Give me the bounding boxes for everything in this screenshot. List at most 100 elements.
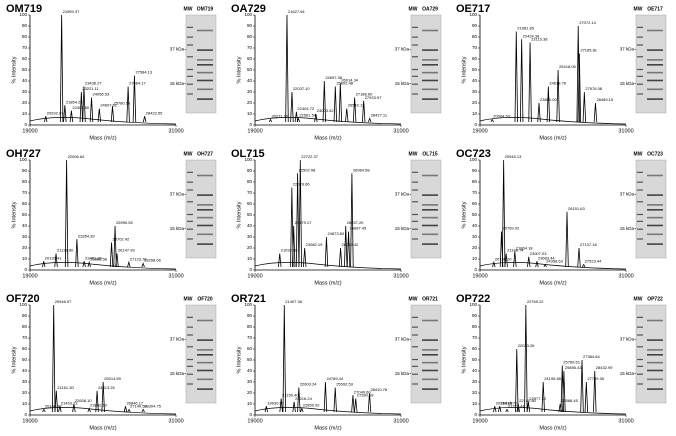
- gel-marker-label: 37 kDa: [395, 336, 410, 341]
- peak: [82, 261, 86, 268]
- y-tick-label: 30: [22, 234, 28, 239]
- peak: [51, 304, 56, 413]
- peak: [113, 225, 117, 268]
- y-tick-label: 50: [247, 212, 253, 217]
- peak: [132, 75, 137, 123]
- gel-band: [422, 79, 438, 82]
- y-tick-label: 40: [247, 223, 253, 228]
- y-tick-label: 40: [472, 78, 478, 83]
- peak-label: 21981.85: [517, 26, 534, 31]
- peak-label: 23866.58: [90, 256, 107, 261]
- gel-marker-label: 37 kDa: [620, 46, 635, 51]
- y-tick-label: 0: [24, 267, 27, 272]
- peak: [345, 108, 349, 123]
- y-tick-label: 90: [22, 168, 28, 173]
- gel-band: [422, 319, 438, 322]
- gel-band: [187, 189, 193, 191]
- y-tick-label: 20: [22, 100, 28, 105]
- gel-sample: OE717: [647, 6, 663, 12]
- peak-label: 20130.41: [45, 255, 62, 260]
- gel-band: [422, 369, 438, 372]
- y-tick-label: 10: [247, 256, 253, 261]
- y-tick-label: 100: [19, 302, 27, 307]
- gel-band: [637, 326, 643, 328]
- y-tick-label: 40: [22, 223, 28, 228]
- peak-label: 22854.39: [78, 233, 95, 238]
- peak: [54, 390, 58, 413]
- gel-band: [422, 361, 438, 364]
- peak: [297, 387, 301, 413]
- peak: [79, 91, 84, 123]
- peak-label: 22029.66: [293, 182, 310, 187]
- gel-band: [187, 26, 193, 28]
- y-tick-label: 60: [472, 346, 478, 351]
- peak-label: 20292.07: [47, 110, 64, 115]
- y-tick-label: 70: [472, 190, 478, 195]
- peak-label: 20140.32: [45, 404, 62, 409]
- baseline: [254, 117, 402, 125]
- peak: [59, 14, 64, 123]
- gel-band: [197, 98, 213, 100]
- baseline: [29, 117, 177, 125]
- x-tick-label: 19000: [247, 418, 262, 424]
- gel-band: [412, 383, 418, 385]
- y-tick-label: 10: [22, 401, 28, 406]
- peak: [513, 251, 517, 268]
- x-tick-label: 31000: [168, 418, 183, 424]
- baseline: [479, 117, 627, 125]
- peak-label: 25895.43: [565, 365, 582, 370]
- gel-band: [647, 216, 663, 219]
- peak: [87, 407, 91, 413]
- gel-band: [412, 213, 418, 216]
- peak-label: 23082.19: [306, 242, 323, 247]
- peak: [141, 262, 145, 268]
- peak-label: 26457.20: [347, 220, 364, 225]
- y-tick-label: 50: [472, 212, 478, 217]
- spectrum-panel: OC723 0 10 20 30 40 50 60 70 80 90 100 19000 31000 Mas…: [456, 148, 667, 286]
- peak-label: 23436.27: [85, 81, 102, 86]
- y-axis-label: % Intensity: [461, 56, 467, 83]
- y-tick-label: 60: [247, 346, 253, 351]
- peak: [346, 231, 351, 268]
- peak: [527, 256, 531, 268]
- y-tick-label: 90: [22, 23, 28, 28]
- peak: [298, 159, 302, 268]
- gel-band: [647, 98, 663, 100]
- y-tick-label: 50: [247, 67, 253, 72]
- x-tick-label: 19000: [472, 418, 487, 424]
- y-tick-label: 70: [22, 45, 28, 50]
- gel-band: [187, 68, 193, 71]
- x-tick-label: 19000: [247, 128, 262, 134]
- y-axis-label: % Intensity: [236, 56, 242, 83]
- x-tick-label: 31000: [393, 128, 408, 134]
- y-tick-label: 30: [247, 379, 253, 384]
- y-tick-label: 20: [472, 390, 478, 395]
- gel-band: [647, 378, 663, 381]
- peak-label: 27933.97: [365, 95, 382, 100]
- peak: [519, 39, 524, 123]
- peak: [75, 239, 79, 268]
- x-axis-label: Mass (m/z): [89, 280, 116, 286]
- peak-label: 28489.15: [596, 97, 613, 102]
- gel-band: [422, 224, 438, 227]
- peak-label: 24697.61: [100, 103, 117, 108]
- panel-title: OE717: [456, 3, 490, 15]
- y-tick-label: 20: [247, 100, 253, 105]
- gel-header: MW: [184, 151, 193, 157]
- gel-marker-label: 37 kDa: [395, 191, 410, 196]
- y-tick-label: 30: [22, 379, 28, 384]
- peak: [279, 398, 283, 413]
- y-tick-label: 40: [247, 368, 253, 373]
- peak: [535, 261, 539, 268]
- gel-band: [637, 44, 643, 46]
- gel-band: [197, 194, 213, 196]
- peak-label: 21407.36: [285, 299, 302, 304]
- y-tick-label: 40: [22, 368, 28, 373]
- peak: [42, 408, 46, 413]
- peak-label: 22402.80: [72, 105, 89, 110]
- peak: [593, 370, 597, 413]
- peak: [541, 381, 545, 413]
- panel-title: OH727: [6, 148, 41, 160]
- gel-band: [197, 216, 213, 219]
- peak: [516, 403, 520, 413]
